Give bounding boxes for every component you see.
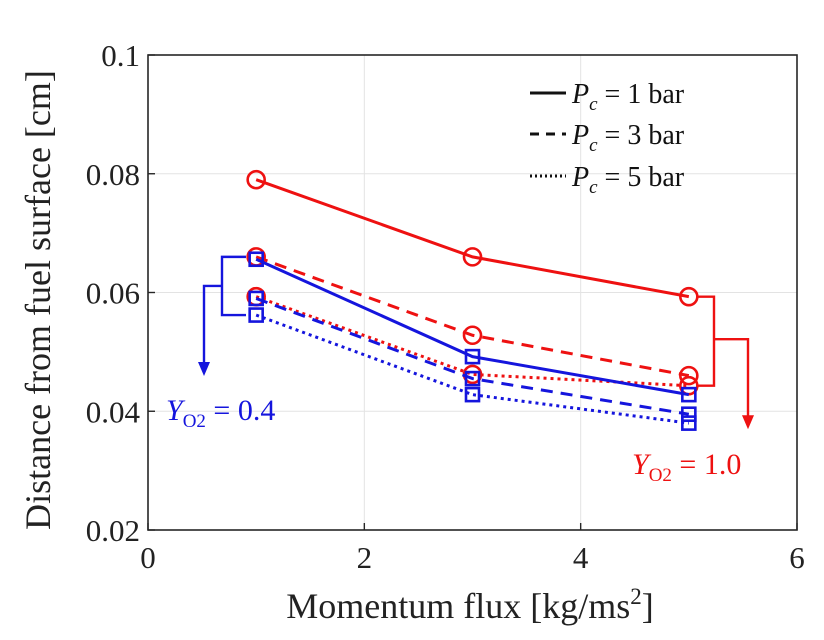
series-marker-1-1 (462, 325, 483, 346)
y-tick-label-1: 0.04 (86, 394, 141, 429)
arrow-head-yo2-0.4 (198, 361, 210, 376)
y-tick-label-2: 0.06 (86, 276, 140, 311)
series-marker-3-0 (248, 251, 264, 268)
series-line-1 (255, 255, 690, 378)
arrow-head-yo2-1.0 (742, 415, 754, 430)
series-line-4 (255, 297, 690, 416)
legend-label-1bar: Pc = 1 bar (571, 79, 685, 115)
axis-ticks: 0 2 4 6 0.02 0.04 0.06 0.08 0.1 (86, 38, 805, 575)
series-line-3 (255, 257, 690, 397)
series-marker-3-1 (464, 348, 481, 365)
legend: Pc = 1 bar Pc = 3 bar Pc = 5 bar (530, 79, 685, 198)
group-brackets (198, 255, 754, 430)
arrow-line-yo2-0.4 (202, 284, 222, 366)
series-marker-4-1 (464, 370, 481, 387)
series-marker-5-0 (248, 307, 264, 323)
y-tick-label-4: 0.1 (101, 38, 140, 73)
series-marker-5-2 (681, 415, 697, 431)
series-marker-5-1 (464, 386, 481, 403)
x-axis-title: Momentum flux [kg/ms2] (286, 584, 654, 626)
arrow-line-yo2-1.0 (714, 337, 750, 420)
series-marker-0-1 (462, 247, 483, 267)
y-tick-label-0: 0.02 (86, 513, 140, 548)
annotation-yo2-0.4: YO2 = 0.4 (166, 394, 275, 432)
x-tick-label-2: 4 (573, 540, 589, 575)
series-marker-3-2 (681, 386, 697, 403)
series-marker-0-0 (246, 169, 266, 190)
series-marker-1-2 (679, 365, 699, 386)
series-line-5 (255, 313, 690, 425)
series-marker-4-0 (248, 290, 264, 307)
legend-label-3bar: Pc = 3 bar (571, 120, 685, 156)
y-axis-title: Distance from fuel surface [cm] (18, 70, 58, 530)
bracket-yo2-0.4 (220, 255, 246, 317)
data-series (246, 169, 699, 431)
x-tick-label-0: 0 (140, 540, 156, 575)
series-marker-0-2 (679, 286, 699, 307)
x-tick-label-1: 2 (357, 540, 373, 575)
x-tick-label-3: 6 (789, 540, 805, 575)
series-line-0 (255, 178, 690, 299)
annotation-yo2-1.0: YO2 = 1.0 (632, 448, 741, 486)
bracket-yo2-1.0 (698, 295, 716, 387)
y-tick-label-3: 0.08 (86, 157, 140, 192)
series-marker-4-2 (681, 406, 697, 423)
legend-label-5bar: Pc = 5 bar (571, 162, 685, 198)
